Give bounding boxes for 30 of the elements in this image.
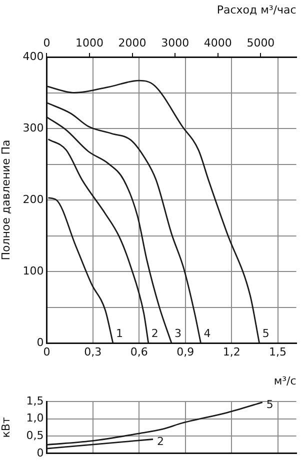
y-tick-label: 0,5 (26, 428, 44, 442)
y-tick-label: 400 (22, 50, 44, 63)
x-tick-label: 0,6 (130, 345, 148, 358)
y-tick-label: 200 (22, 192, 44, 206)
x-tick-label: 0,9 (176, 345, 194, 358)
y-tick-label: 1,5 (26, 394, 44, 408)
series-label: 2 (157, 435, 164, 448)
y-tick-label: 300 (22, 121, 44, 134)
x-tick-label: 1,5 (269, 345, 287, 358)
y-tick-label: 0 (36, 336, 44, 349)
x-tick-label: 0,3 (84, 345, 102, 358)
x-axis-title: м³/с (274, 374, 296, 388)
x2-tick-label: 3000 (161, 36, 190, 50)
x2-axis-title: Расход м³/час (216, 3, 296, 16)
y-axis-title: кВт (0, 416, 12, 438)
x2-tick-label: 1000 (76, 36, 104, 50)
y-tick-label: 0 (36, 446, 44, 460)
series-label: 2 (151, 326, 158, 340)
x2-tick-label: 5000 (246, 36, 275, 50)
series-label: 5 (262, 326, 270, 340)
series-label: 5 (266, 398, 274, 412)
series-label: 1 (116, 326, 123, 340)
x-tick-label: 1,2 (222, 345, 240, 358)
y-tick-label: 1,0 (26, 412, 44, 425)
x2-tick-label: 2000 (118, 36, 146, 50)
series-label: 3 (174, 326, 182, 340)
y-axis-title: Полное давление Па (0, 140, 12, 260)
series-label: 4 (204, 326, 211, 340)
x2-tick-label: 4000 (204, 36, 232, 50)
y-tick-label: 100 (22, 264, 44, 278)
